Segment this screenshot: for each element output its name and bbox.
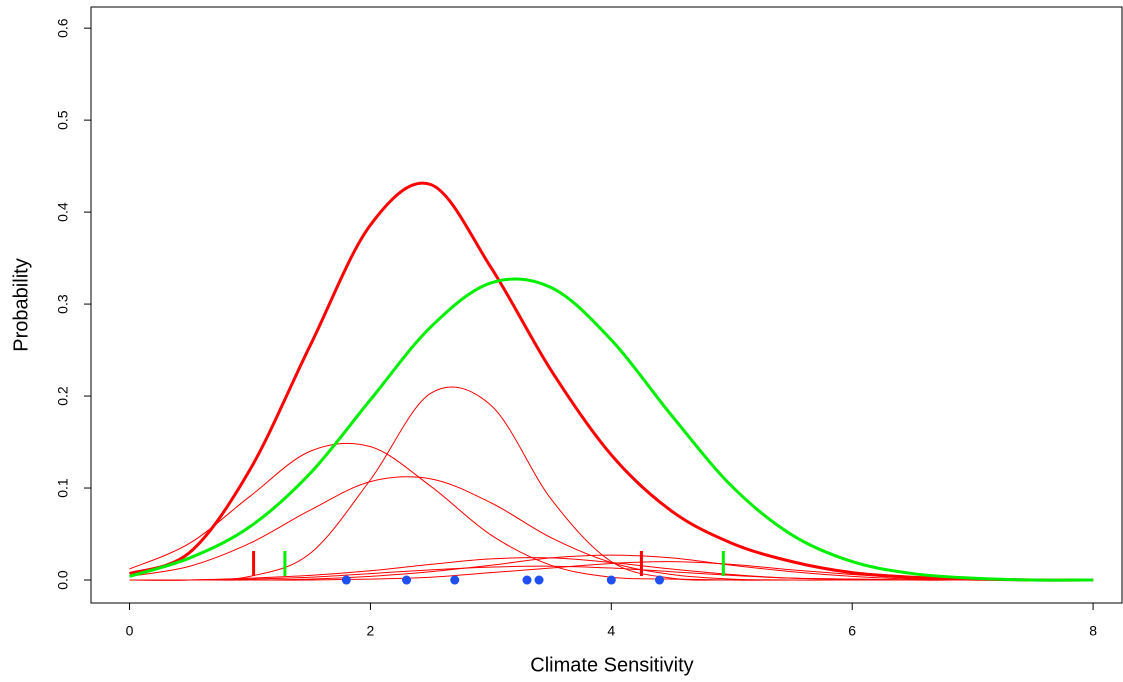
y-tick-label: 0.4: [55, 202, 71, 222]
density-curve: [129, 386, 1094, 581]
x-tick-label: 0: [126, 623, 134, 639]
data-point: [654, 575, 664, 585]
data-point: [522, 575, 532, 585]
density-curve: [129, 554, 1094, 581]
y-tick-label: 0.6: [55, 18, 71, 38]
density-curve: [129, 476, 1094, 581]
x-tick-label: 8: [1089, 623, 1097, 639]
density-curve: [129, 181, 1094, 582]
y-tick-label: 0.3: [55, 294, 71, 314]
x-tick-label: 2: [367, 623, 375, 639]
data-point: [402, 575, 412, 585]
data-point: [534, 575, 544, 585]
y-axis-title: Probability: [10, 258, 32, 351]
data-point: [450, 575, 460, 585]
x-tick-label: 4: [607, 623, 615, 639]
density-curve: [129, 565, 1094, 581]
y-tick-label: 0.2: [55, 386, 71, 406]
data-point: [341, 575, 351, 585]
x-axis-title: Climate Sensitivity: [530, 654, 693, 676]
y-tick-label: 0.1: [55, 478, 71, 498]
y-tick-label: 0.5: [55, 110, 71, 130]
plot-box: [90, 6, 1123, 604]
density-curve: [129, 442, 1094, 581]
y-tick-label: 0.0: [55, 570, 71, 590]
x-tick-label: 6: [848, 623, 856, 639]
data-point: [606, 575, 616, 585]
density-curve: [129, 277, 1094, 582]
